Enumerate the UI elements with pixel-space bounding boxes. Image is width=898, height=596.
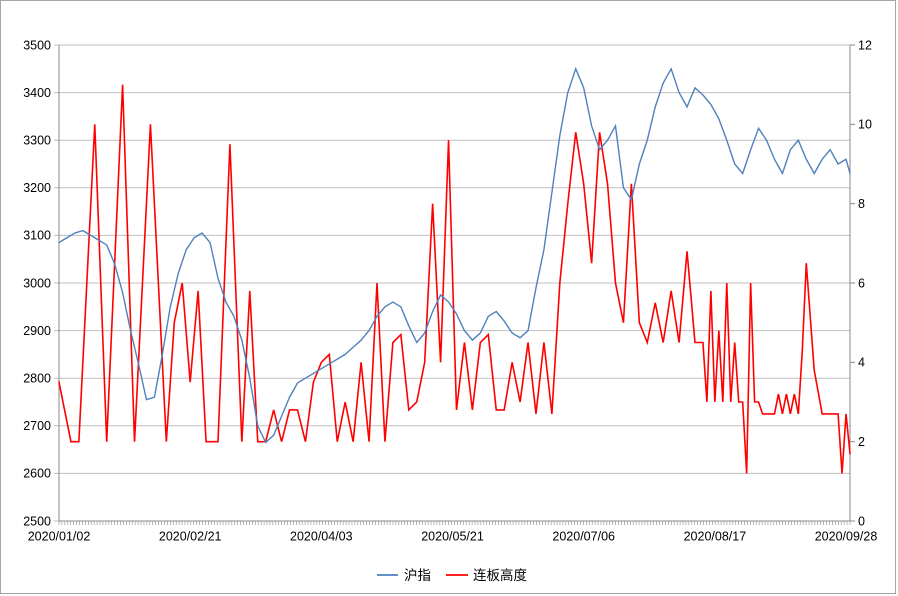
svg-text:2500: 2500 bbox=[23, 514, 51, 528]
svg-text:2020/09/28: 2020/09/28 bbox=[815, 530, 878, 544]
svg-text:4: 4 bbox=[858, 356, 865, 370]
svg-text:10: 10 bbox=[858, 118, 872, 132]
svg-text:8: 8 bbox=[858, 197, 865, 211]
svg-text:2600: 2600 bbox=[23, 467, 51, 481]
svg-text:2020/05/21: 2020/05/21 bbox=[421, 530, 484, 544]
svg-text:2020/07/06: 2020/07/06 bbox=[552, 530, 615, 544]
svg-text:3100: 3100 bbox=[23, 229, 51, 243]
svg-text:2800: 2800 bbox=[23, 372, 51, 386]
svg-text:2020/02/21: 2020/02/21 bbox=[159, 530, 222, 544]
svg-text:3200: 3200 bbox=[23, 181, 51, 195]
svg-text:连板高度: 连板高度 bbox=[473, 567, 527, 583]
svg-text:2020/08/17: 2020/08/17 bbox=[684, 530, 747, 544]
svg-text:3300: 3300 bbox=[23, 134, 51, 148]
svg-text:3500: 3500 bbox=[23, 38, 51, 52]
svg-text:6: 6 bbox=[858, 276, 865, 290]
svg-text:2: 2 bbox=[858, 435, 865, 449]
svg-text:2020/01/02: 2020/01/02 bbox=[28, 530, 91, 544]
svg-text:12: 12 bbox=[858, 38, 872, 52]
svg-text:3000: 3000 bbox=[23, 276, 51, 290]
svg-text:2020/04/03: 2020/04/03 bbox=[290, 530, 353, 544]
svg-text:0: 0 bbox=[858, 514, 865, 528]
svg-text:2700: 2700 bbox=[23, 419, 51, 433]
svg-text:3400: 3400 bbox=[23, 86, 51, 100]
svg-text:沪指: 沪指 bbox=[404, 568, 431, 583]
svg-text:2900: 2900 bbox=[23, 324, 51, 338]
